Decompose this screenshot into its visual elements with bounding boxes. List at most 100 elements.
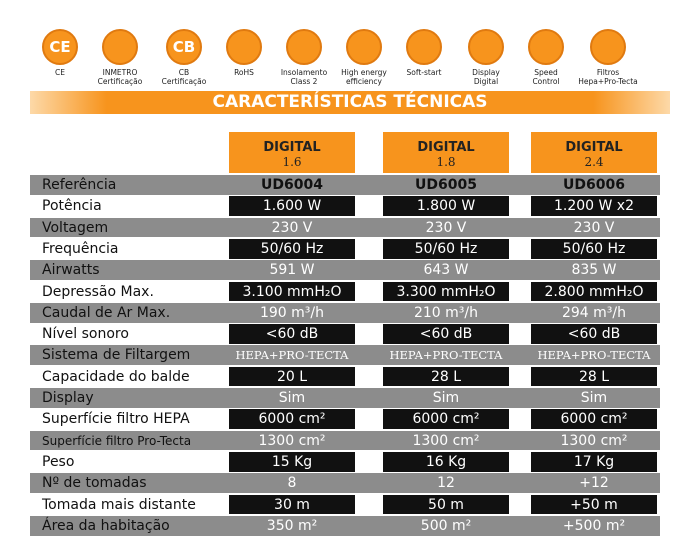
- icon-label: RoHS: [209, 68, 279, 77]
- row-value: 835 W: [571, 262, 617, 279]
- row-value: <60 dB: [383, 324, 509, 344]
- row-value: 1.200 W x2: [531, 196, 657, 217]
- column-model: 1.6: [282, 155, 302, 169]
- column-model: 1.8: [436, 155, 456, 169]
- row-value: 3.100 mmH₂O: [229, 281, 355, 302]
- row-value: 20 L: [229, 366, 355, 387]
- row-value: 1300 cm²: [560, 432, 628, 449]
- icon-label-line: Speed: [534, 68, 558, 77]
- row-label: Depressão Max.: [42, 283, 154, 300]
- row-band: [30, 302, 660, 323]
- row-value: 28 L: [383, 366, 509, 387]
- row-label: Referência: [42, 177, 117, 193]
- row-value: 3.300 mmH₂O: [383, 281, 509, 302]
- row-value: +500 m²: [562, 517, 626, 534]
- row-value: Sim: [432, 390, 460, 406]
- row-band: [30, 430, 660, 451]
- row-band: [30, 345, 660, 366]
- row-label: Nível sonoro: [42, 326, 129, 343]
- icon: [346, 29, 382, 65]
- row-value: UD6004: [261, 177, 323, 193]
- icon-label-line: efficiency: [345, 77, 382, 86]
- row-label: Área da habitação: [42, 517, 170, 534]
- icon-label: Display Digital: [451, 68, 521, 86]
- icon-label: Filtros Hepa+Pro-Tecta: [573, 68, 643, 86]
- row-value: +50 m: [531, 494, 657, 515]
- row-value: 15 Kg: [229, 451, 355, 472]
- icon-label-line: Class 2: [290, 77, 318, 86]
- icon-label-line: RoHS: [234, 68, 254, 77]
- icon: [528, 29, 564, 65]
- icon-label-line: Display: [472, 68, 500, 77]
- row-value: 1.800 W: [383, 196, 509, 217]
- icon: [226, 29, 262, 65]
- icon-label-line: Filtros: [596, 68, 620, 77]
- row-value: 294 m³/h: [561, 304, 626, 321]
- row-value: 350 m²: [266, 517, 318, 534]
- row-value: 591 W: [269, 262, 315, 279]
- icon-label-line: Soft-start: [406, 68, 442, 77]
- row-value: 50 m: [383, 494, 509, 515]
- row-value: <60 dB: [229, 324, 355, 344]
- icon-label-line: Digital: [473, 77, 499, 86]
- row-value: 643 W: [423, 262, 469, 279]
- icon: CB: [166, 29, 202, 65]
- icon-label-line: Insolamento: [280, 68, 328, 77]
- row-value: 12: [437, 475, 455, 492]
- icon-label: INMETRO Certificação: [85, 68, 155, 86]
- icon-label-line: Certificação: [97, 77, 143, 86]
- icon-label: CE: [25, 68, 95, 77]
- section-banner: CARACTERÍSTICAS TÉCNICAS: [30, 91, 670, 114]
- row-value: 230 V: [425, 219, 467, 236]
- row-value: 500 m²: [420, 517, 472, 534]
- row-value: 1300 cm²: [412, 432, 480, 449]
- row-label: Sistema de Filtargem: [42, 347, 191, 364]
- row-label: Nº de tomadas: [42, 475, 147, 492]
- icon: [406, 29, 442, 65]
- icon-label: Speed Control: [511, 68, 581, 86]
- row-value: UD6005: [415, 177, 477, 193]
- row-label: Display: [42, 390, 94, 406]
- row-band: [30, 217, 660, 238]
- row-value: 28 L: [531, 366, 657, 387]
- row-value: 30 m: [229, 494, 355, 515]
- icon-label: CB Certificação: [149, 68, 219, 86]
- row-value: HEPA+PRO-TECTA: [537, 348, 651, 363]
- row-value: 50/60 Hz: [383, 238, 509, 259]
- row-value: HEPA+PRO-TECTA: [235, 348, 349, 363]
- row-band: [30, 473, 660, 493]
- icon: CE: [42, 29, 78, 65]
- row-value: <60 dB: [531, 324, 657, 344]
- icon-label-line: High energy: [341, 68, 387, 77]
- row-value: 16 Kg: [383, 451, 509, 472]
- row-value: 230 V: [271, 219, 313, 236]
- row-value: 6000 cm²: [229, 409, 355, 430]
- icon: [590, 29, 626, 65]
- row-value: UD6006: [563, 177, 625, 193]
- row-value: 210 m³/h: [413, 304, 478, 321]
- icon: [102, 29, 138, 65]
- icon-label-line: Control: [532, 77, 560, 86]
- row-value: Sim: [278, 390, 306, 406]
- row-value: 6000 cm²: [383, 409, 509, 430]
- icon-label-line: CB: [178, 68, 190, 77]
- row-label: Superfície filtro Pro-Tecta: [42, 433, 192, 448]
- row-value: 230 V: [573, 219, 615, 236]
- row-value: HEPA+PRO-TECTA: [389, 348, 503, 363]
- icon: [286, 29, 322, 65]
- row-label: Airwatts: [42, 262, 100, 279]
- icon-label-line: Hepa+Pro-Tecta: [578, 77, 638, 86]
- row-band: [30, 260, 660, 280]
- row-value: 2.800 mmH₂O: [531, 281, 657, 302]
- row-value: 8: [287, 475, 297, 492]
- column-title: DIGITAL: [263, 140, 321, 155]
- row-label: Frequência: [42, 240, 119, 257]
- row-value: +12: [579, 475, 609, 492]
- row-value: 190 m³/h: [259, 304, 324, 321]
- icon-label-line: CE: [55, 68, 65, 77]
- row-label: Capacidade do balde: [42, 368, 190, 385]
- row-value: 50/60 Hz: [229, 238, 355, 259]
- row-value: 6000 cm²: [531, 409, 657, 430]
- icon-label: High energy efficiency: [329, 68, 399, 86]
